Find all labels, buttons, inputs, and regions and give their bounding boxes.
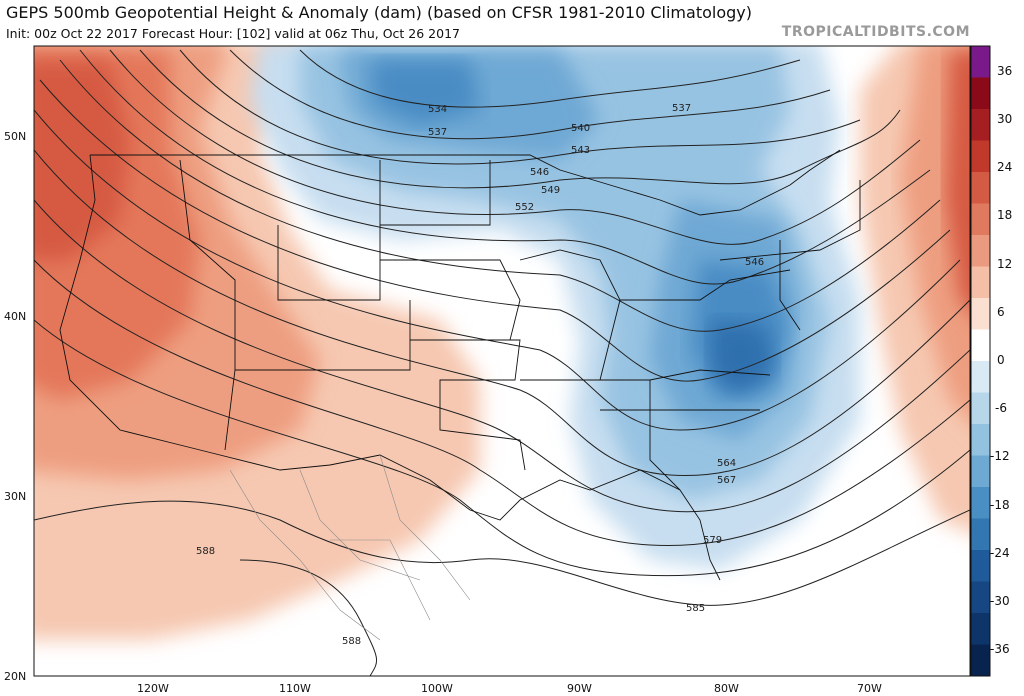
lon-label: 90W <box>567 682 592 695</box>
lat-label: 40N <box>4 310 26 323</box>
colorbar-segment <box>971 329 990 362</box>
colorbar-segment <box>971 298 990 330</box>
colorbar-tick: 24 <box>997 160 1012 174</box>
contour-label: 579 <box>703 535 722 546</box>
contour-label: 537 <box>428 127 447 138</box>
contour-label: 585 <box>686 603 705 614</box>
colorbar-tick: 18 <box>997 208 1012 222</box>
latitude-axis: 50N 40N 30N 20N <box>4 130 26 683</box>
colorbar-segment <box>971 361 990 393</box>
colorbar-segment <box>971 455 990 488</box>
contour-label: 588 <box>196 546 215 557</box>
colorbar-segment <box>971 487 990 519</box>
contour-label: 567 <box>717 475 736 486</box>
colorbar-segment <box>971 203 990 236</box>
colorbar-tick: 36 <box>997 64 1012 78</box>
colorbar-tick: -12 <box>990 449 1010 463</box>
forecast-info: Init: 00z Oct 22 2017 Forecast Hour: [10… <box>6 26 460 41</box>
contour-label: 534 <box>428 104 447 115</box>
colorbar-tick: -24 <box>990 546 1010 560</box>
colorbar-segment <box>971 77 990 110</box>
contour-label: 546 <box>530 167 549 178</box>
lon-label: 100W <box>421 682 453 695</box>
lat-label: 50N <box>4 130 26 143</box>
anomaly-shading <box>34 46 970 640</box>
colorbar-tick: 6 <box>997 305 1005 319</box>
contour-label: 540 <box>571 123 590 134</box>
contour-label: 549 <box>541 185 560 196</box>
colorbar-tick: 12 <box>997 257 1012 271</box>
colorbar-tick: 0 <box>997 353 1005 367</box>
colorbar-segment <box>971 644 990 677</box>
colorbar-tick: -6 <box>995 401 1007 415</box>
colorbar-segment <box>971 392 990 425</box>
colorbar-segment <box>971 172 990 204</box>
colorbar-tick: -18 <box>990 498 1010 512</box>
lon-label: 110W <box>279 682 311 695</box>
chart-title: GEPS 500mb Geopotential Height & Anomaly… <box>6 3 752 22</box>
colorbar-tick: -36 <box>990 642 1010 656</box>
longitude-axis: 120W 110W 100W 90W 80W 70W <box>137 682 882 695</box>
colorbar-segment <box>971 46 990 78</box>
contour-label: 537 <box>672 103 691 114</box>
map-frame <box>33 45 971 677</box>
lon-label: 120W <box>137 682 169 695</box>
political-boundaries <box>59 149 861 581</box>
lon-label: 80W <box>714 682 739 695</box>
anomaly-colorbar <box>970 45 991 677</box>
colorbar-frame <box>970 45 991 677</box>
colorbar-segment <box>971 109 990 141</box>
colorbar-segment <box>971 518 990 551</box>
colorbar-segment <box>971 140 990 173</box>
contour-label: 543 <box>571 145 590 156</box>
lat-label: 30N <box>4 490 26 503</box>
brand-watermark: TROPICALTIDBITS.COM <box>781 24 970 40</box>
lon-label: 70W <box>857 682 882 695</box>
contour-label: 564 <box>717 458 736 469</box>
contour-labels: 534 537 537 540 543 546 549 552 546 564 … <box>196 103 764 647</box>
colorbar-segment <box>971 235 990 267</box>
colorbar-segment <box>971 424 990 456</box>
colorbar-tick: 30 <box>997 112 1012 126</box>
contour-label: 546 <box>745 257 764 268</box>
contour-label: 588 <box>342 636 361 647</box>
colorbar-segment <box>971 266 990 299</box>
mexico-states <box>229 454 471 641</box>
colorbar-segment <box>971 550 990 582</box>
height-contours <box>34 49 970 676</box>
lat-label: 20N <box>4 670 26 683</box>
contour-label: 552 <box>515 202 534 213</box>
colorbar-segment <box>971 613 990 645</box>
colorbar-tick: -30 <box>990 594 1010 608</box>
colorbar-segment <box>971 581 990 614</box>
colorbar-ticks: 36 30 24 18 12 6 0 -6 -12 -18 -24 -30 -3… <box>990 64 1012 656</box>
